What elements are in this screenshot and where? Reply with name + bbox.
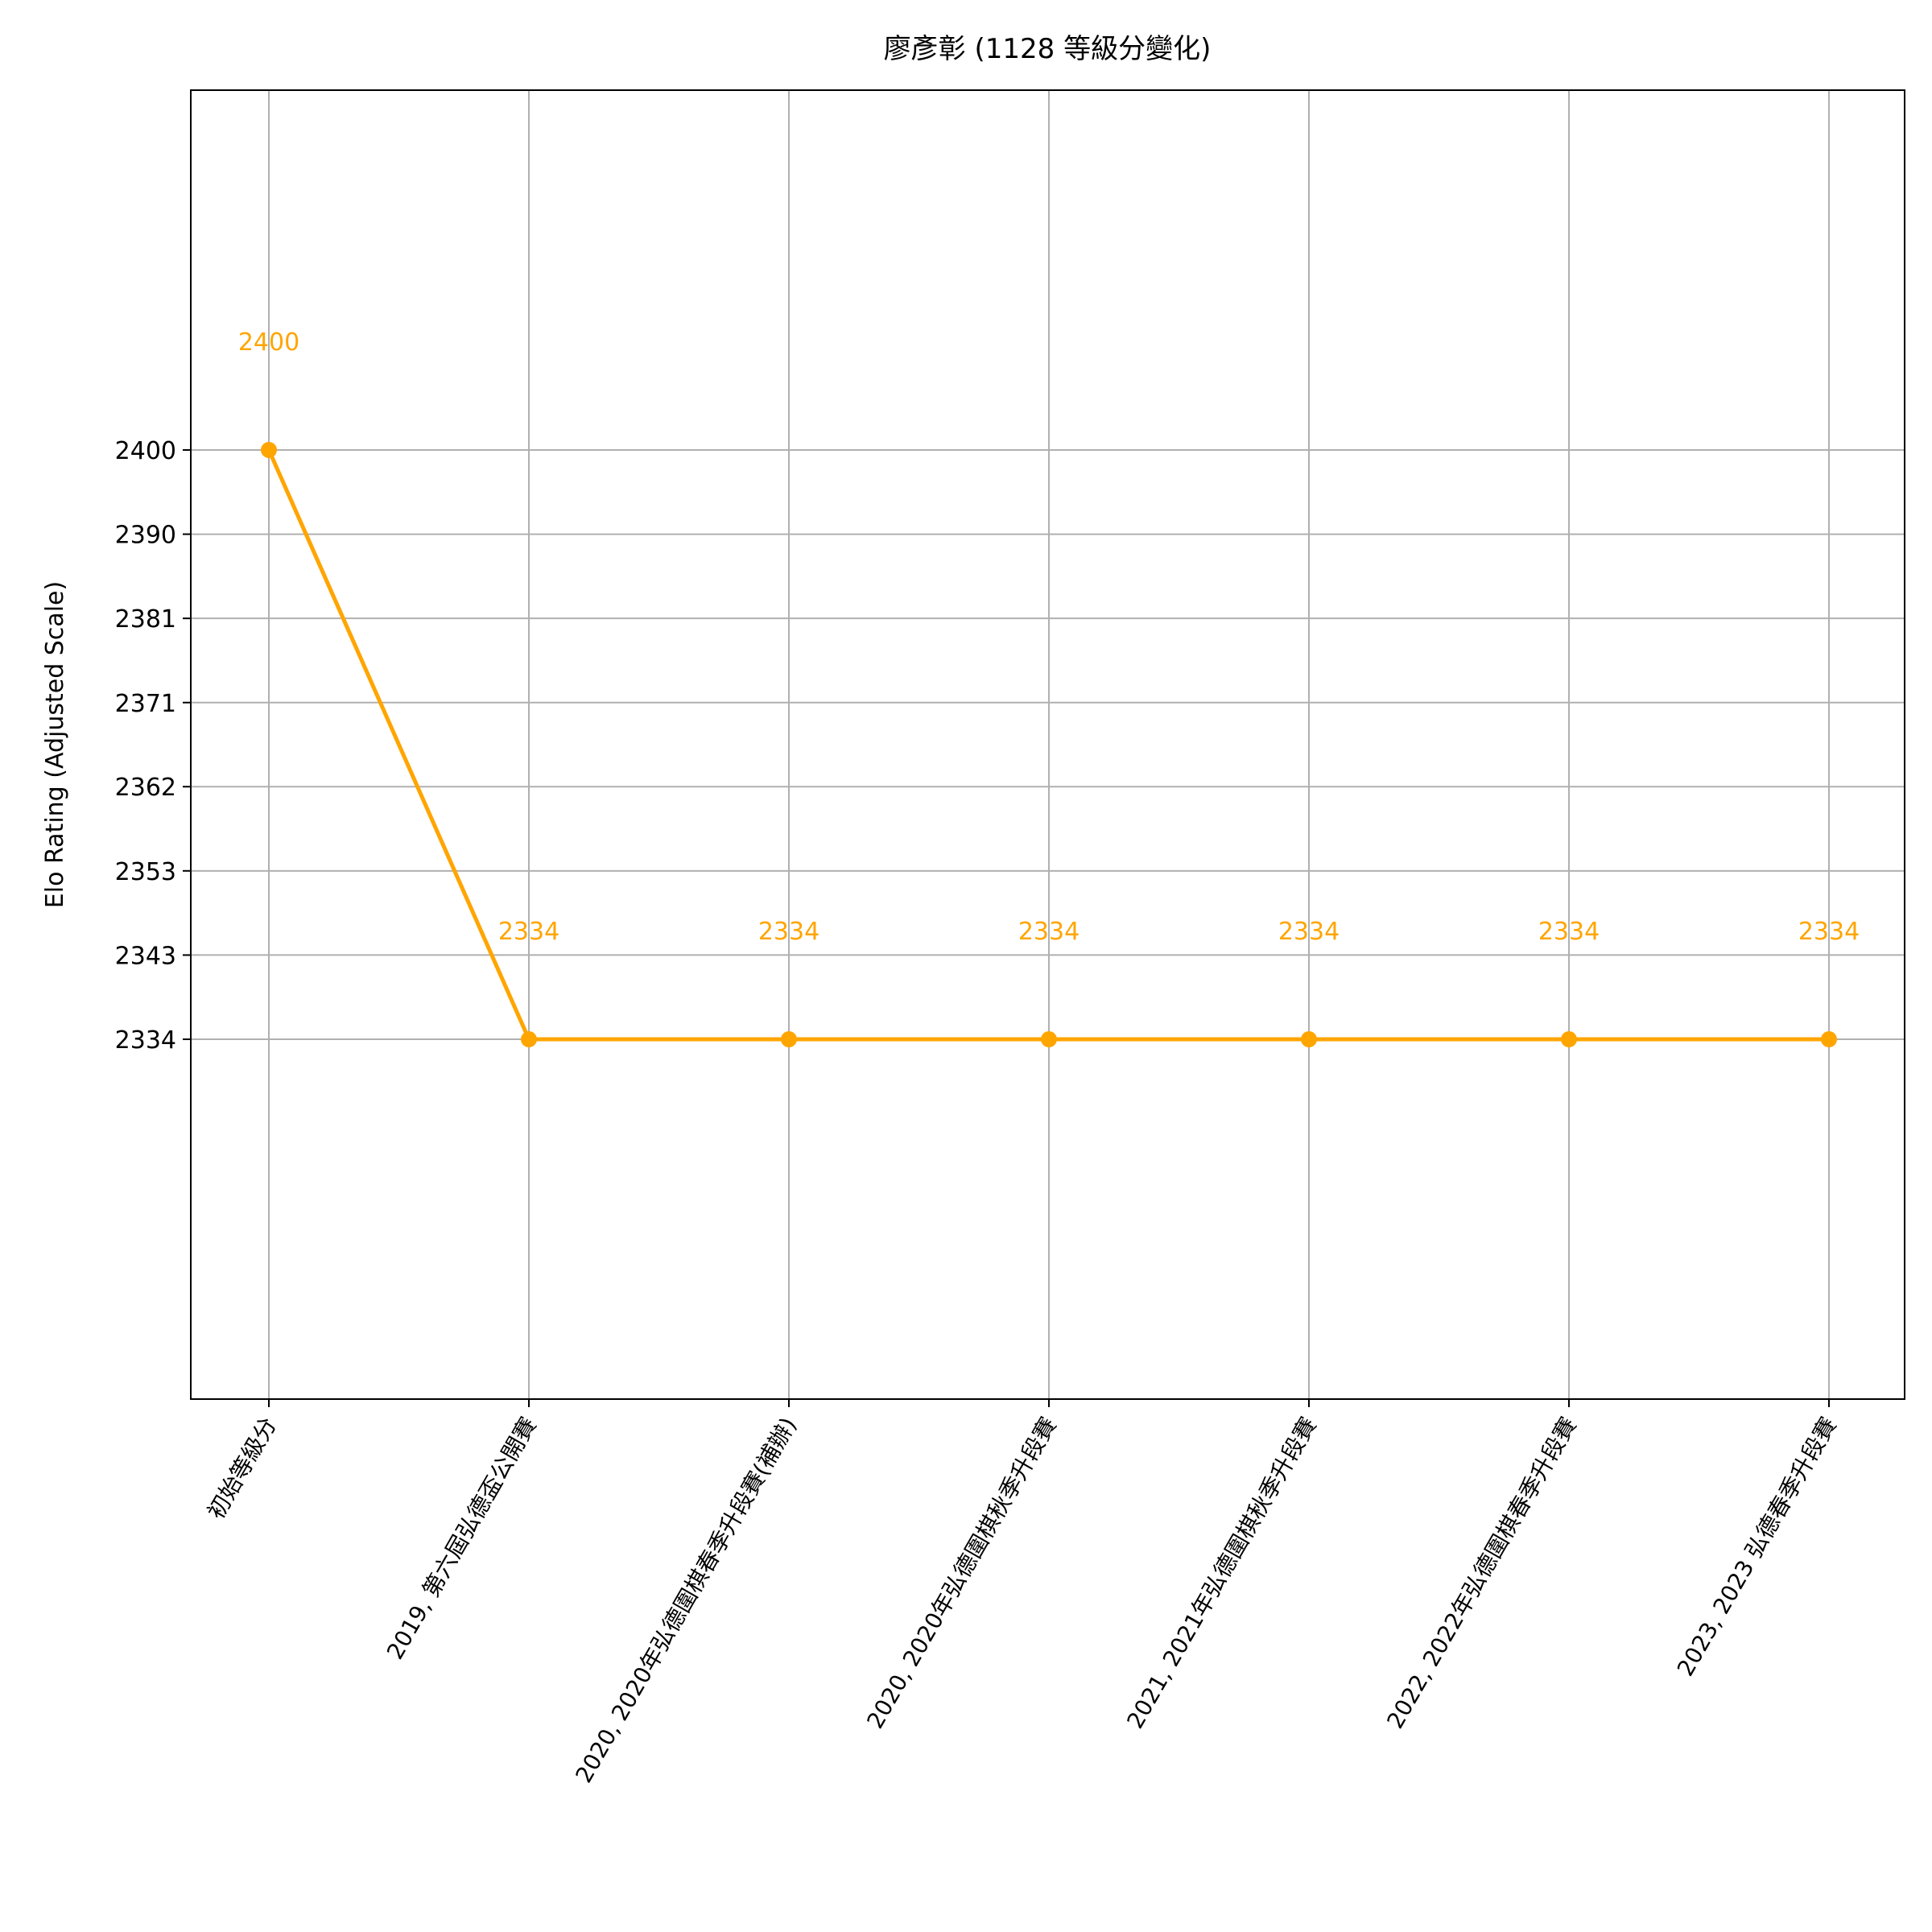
point — [1821, 1031, 1837, 1048]
data-label: 2334 — [498, 918, 559, 946]
y-tick-label: 2362 — [115, 774, 176, 802]
plot-frame — [190, 89, 1905, 1400]
data-label: 2400 — [238, 328, 299, 357]
point — [1301, 1031, 1317, 1048]
point — [1041, 1031, 1057, 1048]
y-tick-label: 2353 — [115, 858, 176, 886]
y-tick-label: 2381 — [115, 605, 176, 634]
data-label: 2334 — [1798, 918, 1860, 946]
y-tick-label: 2334 — [115, 1026, 176, 1055]
y-tick-label: 2343 — [115, 942, 176, 970]
data-label: 2334 — [1278, 918, 1340, 946]
point — [261, 441, 277, 458]
point — [521, 1031, 537, 1048]
data-label: 2334 — [1018, 918, 1080, 946]
y-tick-label: 2371 — [115, 690, 176, 718]
y-tick-label: 2400 — [115, 437, 176, 465]
y-tick-label: 2390 — [115, 522, 176, 550]
point — [1561, 1031, 1577, 1048]
point — [781, 1031, 797, 1048]
data-label: 2334 — [758, 918, 819, 946]
chart-title: 廖彥彰 (1128 等級分變化) — [884, 33, 1212, 65]
y-axis-label: Elo Rating (Adjusted Scale) — [41, 581, 69, 908]
data-label: 2334 — [1538, 918, 1600, 946]
